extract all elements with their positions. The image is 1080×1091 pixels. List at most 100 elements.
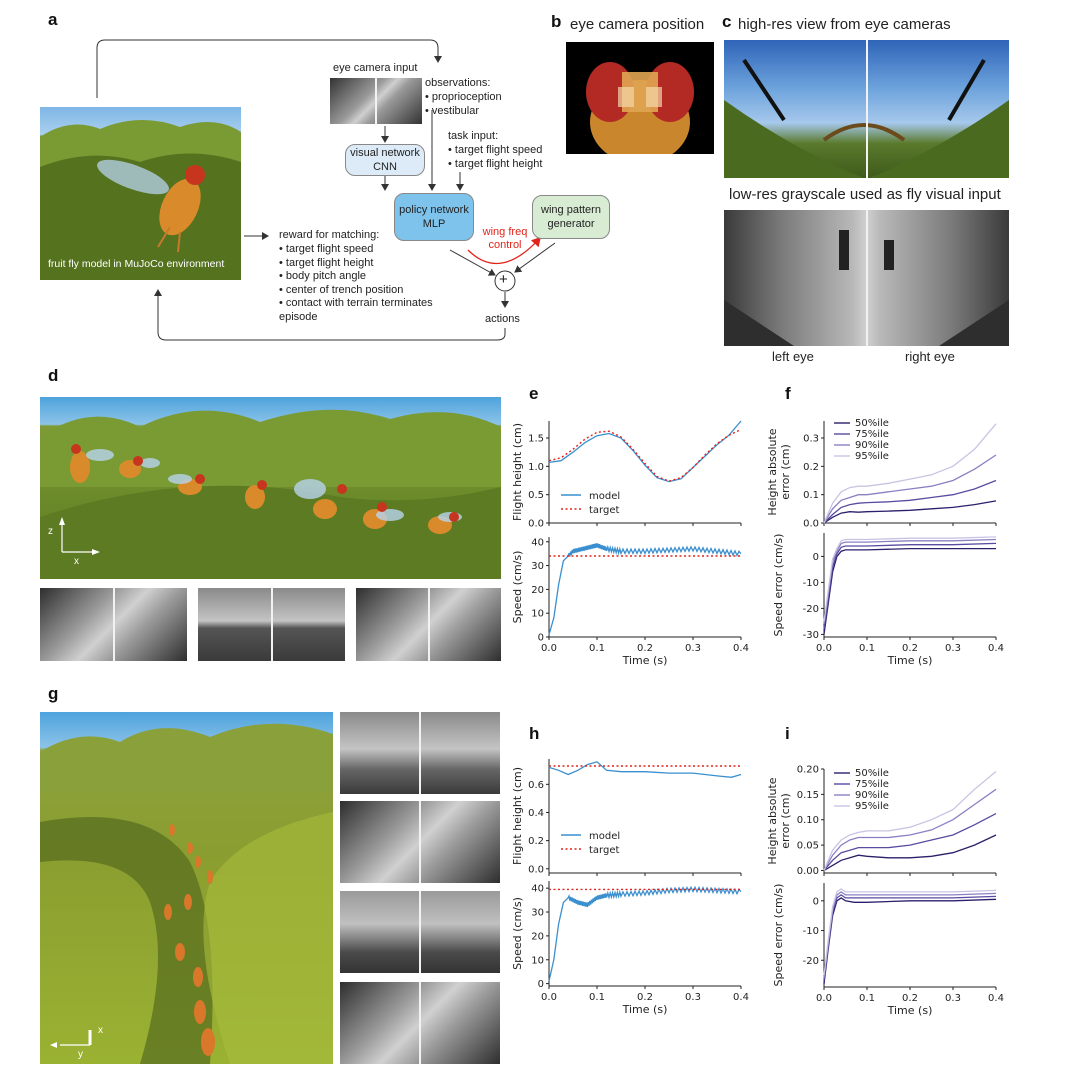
eye-camera-thumbnail <box>330 78 422 124</box>
x-tick-label: 0.2 <box>902 993 918 1004</box>
y-tick-label: 0.05 <box>797 841 819 852</box>
schematic-arrows <box>96 39 556 341</box>
panel-label-i: i <box>785 724 790 743</box>
y-axis-label: Flight height (cm) <box>511 423 524 521</box>
reward-list: target flight speed target flight height… <box>279 243 454 324</box>
observations-list: proprioception vestibular <box>425 91 502 118</box>
left-eye-label: left eye <box>772 349 814 364</box>
series-line-75pctile <box>823 542 997 630</box>
y-tick-label: -20 <box>803 956 819 967</box>
panel-label-g: g <box>48 684 59 703</box>
y-tick-label: -10 <box>803 926 819 937</box>
x-tick-label: 0.4 <box>988 643 1004 654</box>
y-tick-label: 0.4 <box>528 808 544 819</box>
task-input-title: task input: <box>448 130 499 142</box>
visual-network-line1: visual network <box>350 147 420 159</box>
sum-node <box>494 270 516 292</box>
axis-x-label: x <box>74 556 79 567</box>
y-tick-label: -10 <box>803 578 819 589</box>
wing-freq-line1: wing freq <box>482 226 528 238</box>
chart-f: 0.0 0.1 0.2 0.3 Height absolute error (cm) 50%… <box>766 418 1004 667</box>
y-axis-label: error (cm) <box>779 444 792 499</box>
legend-label: 90%ile <box>855 440 889 451</box>
legend-label: 95%ile <box>855 451 889 462</box>
scene-caption: fruit fly model in MuJoCo environment <box>48 258 225 270</box>
series-line-50pctile <box>823 834 997 872</box>
policy-network-line1: policy network <box>399 204 469 216</box>
y-tick-label: 20 <box>531 931 544 942</box>
wing-pattern-line1: wing pattern <box>541 204 601 216</box>
y-axis-label: Speed (cm/s) <box>511 551 524 624</box>
y-tick-label: 0.6 <box>528 780 544 791</box>
series-line-75pctile <box>823 479 997 524</box>
legend-model-label: model <box>589 831 620 842</box>
fly-scene-a: fruit fly model in MuJoCo environment <box>40 107 241 280</box>
y-axis-label: Height absolute <box>766 777 779 864</box>
legend-target-label: target <box>589 505 619 516</box>
y-tick-label: 0.1 <box>803 490 819 501</box>
trench-scene: x y <box>40 712 333 1064</box>
observation-item: proprioception <box>425 91 502 105</box>
x-axis-label: Time (s) <box>887 1004 933 1017</box>
actions-label: actions <box>485 313 520 325</box>
y-tick-label: 30 <box>531 908 544 919</box>
right-eye-label: right eye <box>905 349 955 364</box>
panel-label-f: f <box>785 384 791 403</box>
legend-label: 95%ile <box>855 801 889 812</box>
series-line-90pctile <box>823 538 997 625</box>
x-tick-label: 0.3 <box>945 993 961 1004</box>
y-tick-label: 0 <box>813 552 819 563</box>
trench-view-thumbnail <box>340 982 500 1064</box>
y-tick-label: 0.10 <box>797 815 819 826</box>
flight-sequence-scene: z x <box>40 397 501 579</box>
series-line-model <box>548 885 742 982</box>
series-line-90pctile <box>823 454 997 524</box>
y-tick-label: 40 <box>531 537 544 548</box>
task-item: target flight height <box>448 158 542 172</box>
observation-item: vestibular <box>425 105 502 119</box>
y-axis-label: error (cm) <box>779 793 792 848</box>
wing-freq-control-label: wing freq control <box>482 226 528 252</box>
x-tick-label: 0.4 <box>988 993 1004 1004</box>
x-axis-label: Time (s) <box>622 654 668 667</box>
fly-view-thumbnail <box>356 588 501 661</box>
legend-label: 50%ile <box>855 418 889 429</box>
observations-title: observations: <box>425 77 491 89</box>
axis-z-label: z <box>48 526 53 537</box>
panel-label-h: h <box>529 724 540 743</box>
x-tick-label: 0.0 <box>541 643 557 654</box>
low-res-grayscale-input <box>724 210 1009 346</box>
y-tick-label: -20 <box>803 604 819 615</box>
series-line-model <box>548 543 742 635</box>
series-line-95pctile <box>823 888 997 976</box>
y-tick-label: 10 <box>531 609 544 620</box>
wing-pattern-line2: generator <box>547 218 595 230</box>
series-line-75pctile <box>823 813 997 871</box>
reward-item: contact with terrain terminates episode <box>279 297 449 324</box>
y-tick-label: 1.0 <box>528 462 544 473</box>
trench-view-thumbnail <box>340 801 500 883</box>
series-line-50pctile <box>823 547 996 635</box>
x-tick-label: 0.0 <box>816 993 832 1004</box>
visual-network-line2: CNN <box>373 161 397 173</box>
chart-e: 0.0 0.5 1.0 1.5 Flight height (cm) model targe… <box>511 420 749 667</box>
y-tick-label: 0.3 <box>803 434 819 445</box>
legend-model-label: model <box>589 491 620 502</box>
axis-x-label: x <box>98 1025 103 1036</box>
panel-c-title-top: high-res view from eye cameras <box>738 16 951 33</box>
series-line-50pctile <box>823 500 997 524</box>
series-line-model <box>548 761 742 778</box>
series-line-90pctile <box>823 891 997 979</box>
x-tick-label: 0.4 <box>733 643 749 654</box>
y-tick-label: 40 <box>531 884 544 895</box>
y-tick-label: 0.0 <box>528 519 544 530</box>
y-tick-label: 1.5 <box>528 434 544 445</box>
y-tick-label: 0.0 <box>803 519 819 530</box>
series-line-95pctile <box>823 536 997 622</box>
reward-item: target flight height <box>279 257 454 271</box>
series-line-50pctile <box>823 897 997 985</box>
y-tick-label: 0.5 <box>528 490 544 501</box>
y-axis-label: Speed error (cm/s) <box>772 534 785 637</box>
y-tick-label: 0.2 <box>803 462 819 473</box>
